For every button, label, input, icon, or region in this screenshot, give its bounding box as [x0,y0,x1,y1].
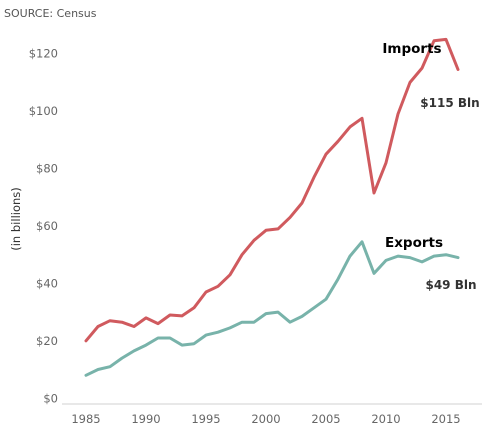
x-tick-label: 2015 [431,412,460,426]
x-tick-label: 1990 [131,412,160,426]
y-tick-label: $60 [36,219,58,233]
source-note: SOURCE: Census [4,7,97,20]
series-label-imports: Imports [382,41,441,57]
y-ticks: $0 $20 $40 $60 $80 $100 $120 [29,47,58,406]
x-tick-label: 1985 [71,412,100,426]
y-axis-label: (in billions) [9,187,23,251]
x-ticks: 1985 1990 1995 2000 2005 2010 2015 [71,412,460,426]
y-tick-label: $120 [29,47,58,61]
series-line-imports [84,37,460,343]
x-tick-label: 2000 [251,412,280,426]
y-tick-label: $80 [36,162,58,176]
y-tick-label: $40 [36,276,58,290]
series-label-exports: Exports [385,235,443,251]
x-tick-label: 2010 [371,412,400,426]
y-tick-label: $0 [43,391,58,405]
y-tick-label: $20 [36,334,58,348]
x-tick-label: 2005 [311,412,340,426]
end-label-exports: $49 Bln [425,278,476,292]
end-label-imports: $115 Bln [420,96,479,110]
x-tick-label: 1995 [191,412,220,426]
series-lines [84,37,460,377]
y-tick-label: $100 [29,104,58,118]
series-line-exports [84,240,460,377]
